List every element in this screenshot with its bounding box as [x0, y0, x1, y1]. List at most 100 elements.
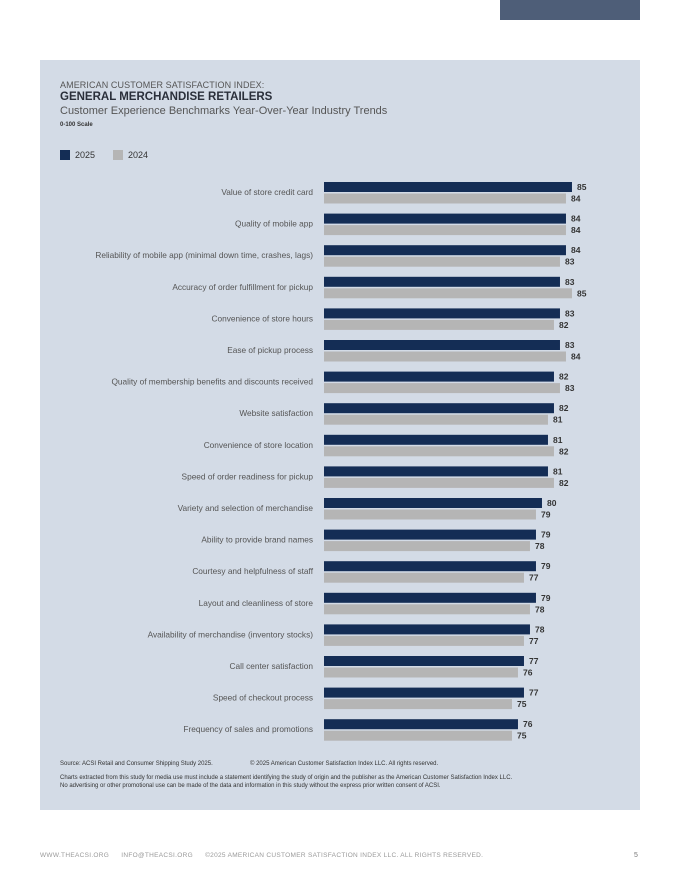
bar-2025	[324, 276, 560, 287]
category-label: Value of store credit card	[221, 187, 313, 197]
category-label: Website satisfaction	[239, 408, 313, 418]
bar-2024	[324, 509, 536, 520]
bar-2025	[324, 434, 548, 445]
top-accent-bar	[500, 0, 640, 20]
bar-2025	[324, 245, 566, 256]
bar-2024	[324, 319, 554, 330]
bar-2024	[324, 541, 530, 552]
bar-2025	[324, 498, 542, 508]
bar-2024	[324, 667, 518, 678]
category-label: Courtesy and helpfulness of staff	[192, 566, 313, 576]
bar-2025	[324, 371, 554, 382]
value-label-2024: 77	[529, 636, 539, 646]
bar-2024	[324, 256, 560, 267]
value-label-2025: 76	[523, 719, 533, 729]
copyright-note: © 2025 American Customer Satisfaction In…	[250, 761, 439, 767]
bar-2025	[324, 466, 548, 477]
value-label-2024: 82	[559, 446, 569, 456]
value-label-2024: 78	[535, 541, 545, 551]
usage-note-line: No advertising or other promotional use …	[60, 783, 441, 789]
value-label-2025: 83	[565, 277, 575, 287]
value-label-2025: 81	[553, 466, 563, 476]
value-label-2025: 84	[571, 214, 581, 224]
legend-swatch-2025	[60, 150, 70, 160]
value-label-2025: 77	[529, 656, 539, 666]
kicker: AMERICAN CUSTOMER SATISFACTION INDEX:	[60, 80, 265, 90]
chart-subtitle: Customer Experience Benchmarks Year-Over…	[60, 105, 388, 117]
bar-2024	[324, 477, 554, 488]
bar-2024	[324, 572, 524, 583]
value-label-2024: 79	[541, 510, 551, 520]
bar-2024	[324, 383, 560, 394]
bar-2024	[324, 730, 512, 741]
category-label: Reliability of mobile app (minimal down …	[95, 250, 313, 260]
bar-2025	[324, 340, 560, 350]
category-label: Layout and cleanliness of store	[199, 598, 314, 608]
value-label-2025: 80	[547, 498, 557, 508]
bar-2025	[324, 308, 560, 319]
legend-label: 2024	[128, 150, 149, 160]
value-label-2024: 78	[535, 604, 545, 614]
category-label: Variety and selection of merchandise	[178, 503, 314, 513]
value-label-2025: 83	[565, 308, 575, 318]
bar-2025	[324, 213, 566, 224]
bar-2024	[324, 446, 554, 457]
bar-2024	[324, 414, 548, 425]
bar-chart: Value of store credit card 85 84 Quality of…	[95, 182, 587, 741]
value-label-2025: 79	[541, 561, 551, 571]
bar-2025	[324, 403, 554, 414]
category-label: Convenience of store hours	[212, 313, 313, 323]
value-label-2025: 83	[565, 340, 575, 350]
legend-label: 2025	[75, 150, 96, 160]
category-label: Ease of pickup process	[227, 345, 313, 355]
value-label-2024: 76	[523, 668, 533, 678]
value-label-2024: 85	[577, 288, 587, 298]
category-label: Quality of mobile app	[235, 219, 313, 229]
bar-2025	[324, 592, 536, 603]
usage-note: Charts extracted from this study for med…	[60, 774, 512, 790]
category-label: Ability to provide brand names	[201, 535, 313, 545]
footer-copyright: ©2025 AMERICAN CUSTOMER SATISFACTION IND…	[205, 852, 484, 859]
value-label-2025: 82	[559, 403, 569, 413]
category-label: Speed of order readiness for pickup	[182, 471, 314, 481]
legend: 2025 2024	[60, 150, 166, 160]
bar-2025	[324, 529, 536, 540]
value-label-2024: 75	[517, 699, 527, 709]
bar-2024	[324, 699, 512, 710]
value-label-2024: 82	[559, 478, 569, 488]
value-label-2024: 82	[559, 320, 569, 330]
chart-title: GENERAL MERCHANDISE RETAILERS	[60, 91, 273, 103]
category-label: Accuracy of order fulfillment for pickup	[172, 282, 313, 292]
value-label-2024: 83	[565, 383, 575, 393]
bar-2025	[324, 687, 524, 698]
value-label-2024: 84	[571, 352, 581, 362]
value-label-2025: 77	[529, 688, 539, 698]
value-label-2024: 84	[571, 194, 581, 204]
source-note: Source: ACSI Retail and Consumer Shippin…	[60, 761, 213, 767]
bar-2024	[324, 288, 572, 299]
value-label-2025: 79	[541, 530, 551, 540]
value-label-2024: 81	[553, 415, 563, 425]
value-label-2025: 79	[541, 593, 551, 603]
value-label-2024: 77	[529, 573, 539, 583]
value-label-2025: 82	[559, 372, 569, 382]
category-label: Availability of merchandise (inventory s…	[148, 629, 314, 639]
legend-item-2024: 2024	[113, 150, 148, 160]
bar-2025	[324, 561, 536, 572]
value-label-2025: 85	[577, 182, 587, 192]
value-label-2025: 84	[571, 245, 581, 255]
bar-2024	[324, 604, 530, 615]
category-label: Convenience of store location	[204, 440, 314, 450]
footer-website-link[interactable]: WWW.THEACSI.ORG	[40, 852, 110, 859]
footer-email-link[interactable]: INFO@THEACSI.ORG	[121, 852, 193, 859]
bar-2025	[324, 656, 524, 666]
value-label-2025: 81	[553, 435, 563, 445]
bar-2025	[324, 624, 530, 635]
bar-2024	[324, 351, 566, 362]
category-label: Frequency of sales and promotions	[183, 724, 313, 734]
category-label: Quality of membership benefits and disco…	[111, 377, 313, 387]
usage-note-line: Charts extracted from this study for med…	[60, 775, 513, 781]
legend-item-2025: 2025	[60, 150, 95, 160]
bar-2025	[324, 182, 572, 192]
value-label-2025: 78	[535, 624, 545, 634]
